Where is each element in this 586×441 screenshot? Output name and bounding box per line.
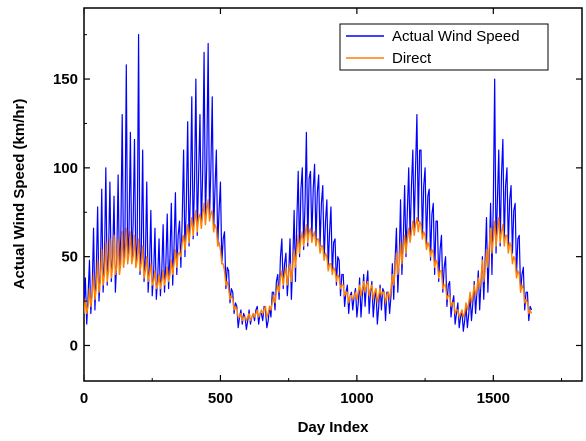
legend-box	[339, 23, 549, 71]
x-tick-label: 500	[208, 390, 233, 407]
legend-label-direct: Direct	[392, 50, 432, 67]
x-tick-label: 1500	[477, 390, 510, 407]
legend: Actual Wind Speed Direct	[339, 23, 549, 71]
y-tick-label: 150	[53, 71, 78, 88]
y-axis-title: Actual Wind Speed (km/hr)	[11, 99, 28, 290]
y-tick-label: 0	[70, 337, 78, 354]
x-tick-label: 0	[80, 390, 88, 407]
series-line-direct	[84, 199, 533, 322]
legend-label-actual: Actual Wind Speed	[392, 28, 520, 45]
y-tick-label: 100	[53, 160, 78, 177]
series-layer	[84, 34, 533, 332]
x-axis-title: Day Index	[298, 419, 370, 436]
x-tick-label: 1000	[340, 390, 373, 407]
ticks-layer: 0 500 1000 1500 0 50 100 150	[53, 8, 582, 407]
y-tick-label: 50	[61, 249, 78, 266]
